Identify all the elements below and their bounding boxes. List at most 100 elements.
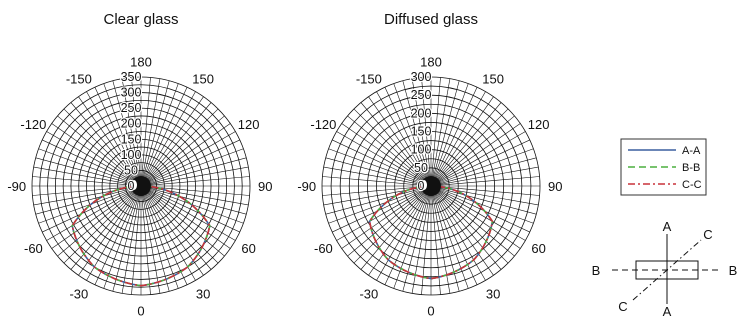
grid-spoke (434, 192, 486, 281)
grid-spoke (147, 189, 236, 241)
grid-spoke (368, 96, 427, 180)
grid-spoke (353, 108, 426, 181)
grid-spoke (328, 148, 424, 184)
grid-spoke (121, 193, 140, 294)
grid-spoke (438, 166, 539, 185)
intensity-curves (71, 185, 211, 287)
grid-spoke (42, 139, 135, 184)
grid-spoke (384, 192, 429, 285)
angle-tick-label: 180 (420, 55, 442, 70)
radial-tick-label: 100 (121, 148, 142, 162)
grid-spoke (142, 193, 161, 294)
label-a-top: A (663, 219, 672, 234)
grid-spoke (63, 191, 136, 264)
grid-spoke (347, 115, 426, 182)
grid-spoke (51, 190, 135, 249)
angle-tick-label: 120 (238, 117, 260, 132)
polar-grid (321, 76, 541, 296)
grid-spoke (86, 91, 138, 180)
grid-spoke (121, 78, 140, 179)
grid-spoke (433, 193, 469, 289)
angle-tick-label: 0 (427, 303, 434, 318)
grid-spoke (143, 193, 179, 289)
angle-tick-label: 150 (192, 71, 214, 86)
label-a-bottom: A (663, 304, 672, 319)
grid-spoke (360, 102, 427, 181)
grid-spoke (438, 188, 534, 224)
grid-spoke (38, 188, 134, 224)
grid-spoke (438, 157, 537, 185)
radial-tick-label: 300 (411, 70, 432, 84)
grid-spoke (144, 192, 196, 281)
grid-spoke (384, 87, 429, 180)
grid-spoke (438, 187, 537, 215)
radial-tick-labels: 300 250 200 150 100 50 0 (409, 69, 432, 194)
grid-spoke (33, 166, 134, 185)
angle-tick-label: 0 (137, 303, 144, 318)
grid-spoke (421, 77, 431, 179)
grid-spoke (145, 192, 204, 276)
grid-spoke (46, 189, 135, 241)
radial-tick-label: 300 (121, 86, 142, 100)
grid-spoke (70, 102, 137, 181)
plane-c-c-line (632, 239, 702, 301)
grid-spoke (103, 83, 139, 179)
grid-spoke (146, 191, 219, 264)
radial-tick-label: 350 (121, 70, 142, 84)
grid-spoke (436, 108, 509, 181)
angle-tick-label: -60 (314, 241, 333, 256)
luminaire-outline (635, 260, 699, 280)
grid-spoke (112, 80, 140, 179)
grid-spoke (353, 191, 426, 264)
grid-spoke (70, 191, 137, 270)
grid-spoke (433, 83, 469, 179)
grid-spoke (435, 191, 502, 270)
grid-spoke (433, 87, 478, 180)
grid-spoke (341, 123, 425, 182)
grid-spoke (112, 193, 140, 292)
grid-spoke (341, 190, 425, 249)
grid-spoke (322, 186, 424, 196)
legend-label-b-b: B-B (682, 162, 700, 174)
grid-spoke (402, 80, 430, 179)
grid-spoke (437, 123, 521, 182)
grid-spoke (328, 188, 424, 224)
angle-tick-label: 120 (528, 117, 550, 132)
grid-spoke (336, 189, 425, 241)
grid-spoke (141, 193, 151, 295)
radial-tick-label: 150 (121, 132, 142, 146)
grid-spoke (347, 190, 426, 257)
grid-spoke (78, 96, 137, 180)
grid-spoke (46, 131, 135, 183)
legend-label-c-c: C-C (682, 179, 702, 191)
grid-spoke (146, 190, 225, 257)
angle-tick-label: -120 (20, 117, 46, 132)
grid-spoke (411, 78, 430, 179)
radial-tick-label: 250 (411, 88, 432, 102)
grid-spoke (434, 91, 486, 180)
center-zero-glyph (131, 180, 137, 190)
center-hub (131, 176, 151, 196)
chart-title-clear-glass: Clear glass (103, 11, 178, 28)
center-fill (131, 176, 151, 196)
grid-spoke (436, 191, 509, 264)
grid-spoke (438, 148, 534, 184)
grid-spoke (147, 139, 240, 184)
grid-spoke (432, 78, 451, 179)
grid-spoke (147, 190, 231, 249)
grid-spoke (63, 108, 136, 181)
angle-tick-label: 30 (196, 287, 210, 302)
polar-grid (31, 76, 251, 296)
grid-spoke (35, 157, 134, 185)
grid-spoke (402, 193, 430, 292)
grid-spoke (103, 193, 139, 289)
grid-spoke (411, 193, 430, 294)
angle-tick-label: -30 (359, 287, 378, 302)
grid-spoke (437, 139, 530, 184)
radial-tick-label: 0 (418, 179, 425, 193)
grid-spoke (431, 77, 441, 179)
grid-spoke (145, 96, 204, 180)
